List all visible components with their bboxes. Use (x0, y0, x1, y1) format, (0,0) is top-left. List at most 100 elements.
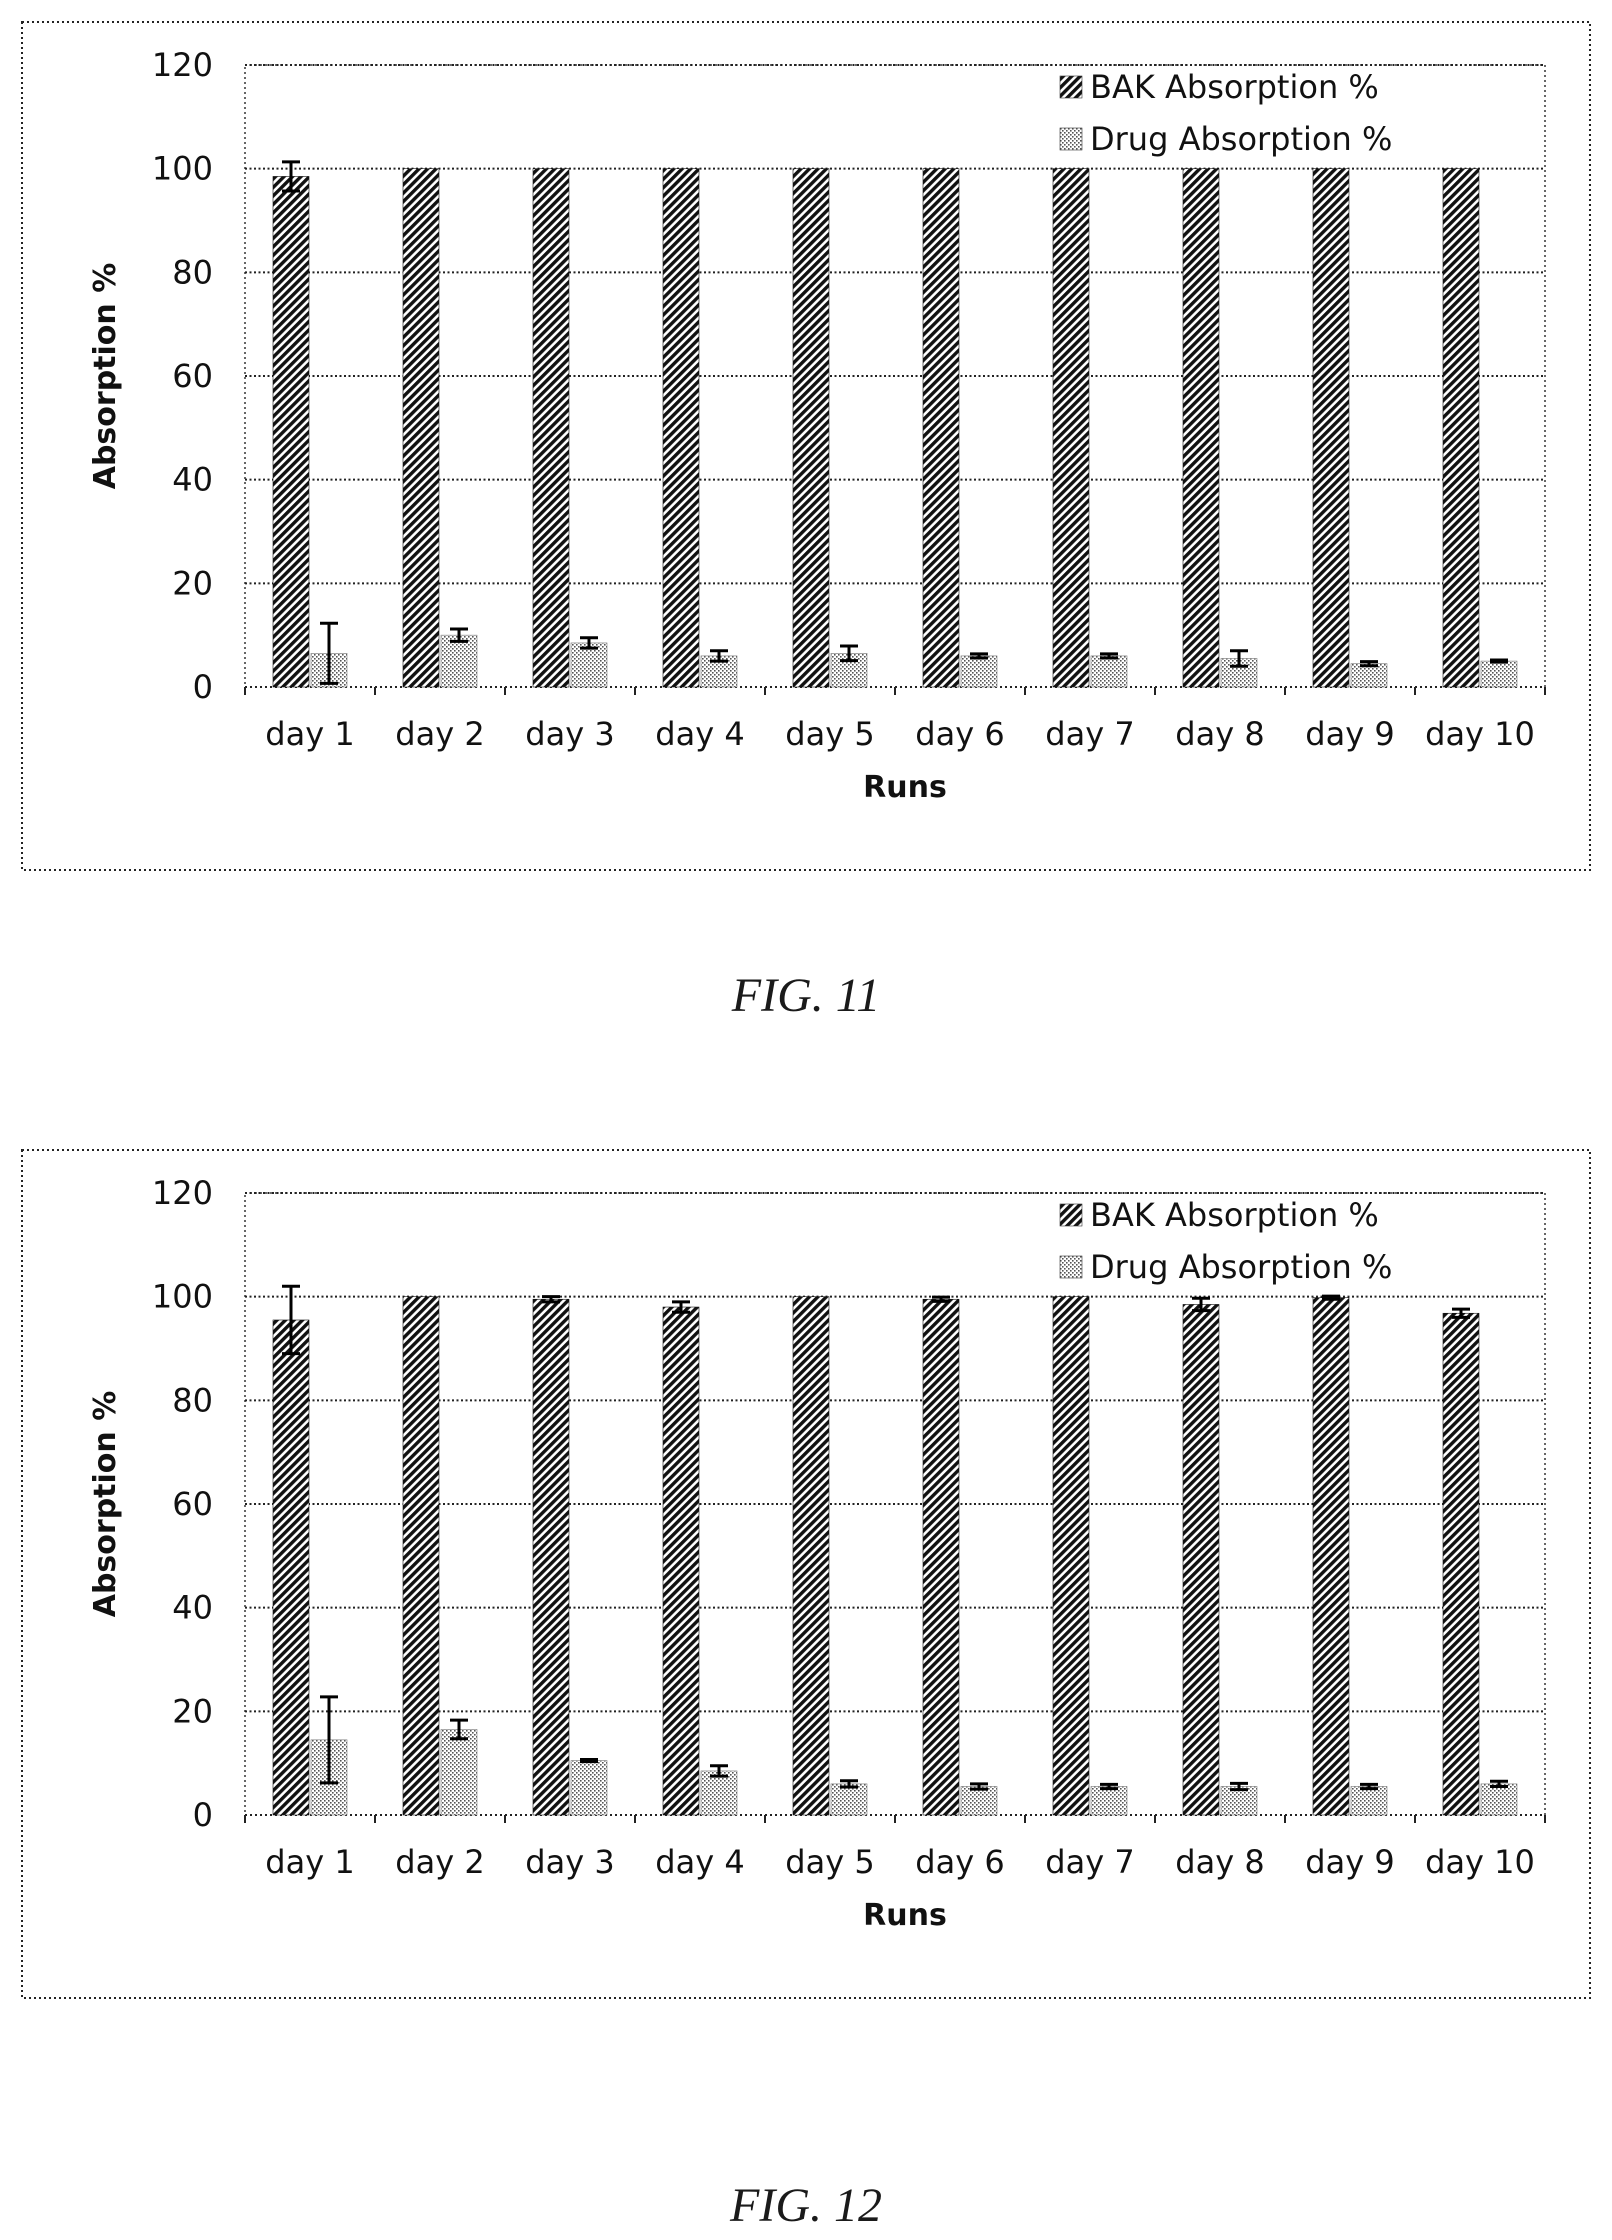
y-tick-label: 40 (172, 1589, 213, 1627)
bak-bar (922, 1298, 960, 1816)
error-bar (450, 1718, 468, 1741)
drug-bar (700, 1770, 738, 1816)
bak-bar (272, 1319, 310, 1816)
error-bar (580, 1758, 598, 1764)
drug-bar (1480, 1783, 1518, 1816)
drug-bar (960, 655, 998, 688)
bak-bar (662, 1306, 700, 1816)
error-bar (1230, 649, 1248, 668)
figure-caption-12: FIG. 12 (730, 2179, 882, 2232)
bak-bar (1182, 168, 1220, 688)
x-tick-label: day 8 (1175, 1843, 1264, 1881)
legend-label: Drug Absorption % (1090, 1248, 1392, 1286)
x-tick-label: day 6 (915, 715, 1004, 753)
x-axis-title: Runs (863, 1898, 947, 1933)
x-tick-label: day 7 (1045, 1843, 1134, 1881)
x-tick-label: day 4 (655, 715, 744, 753)
y-tick-label: 0 (193, 668, 213, 706)
legend-item: Drug Absorption % (1059, 120, 1392, 158)
y-tick-label: 80 (172, 1381, 213, 1419)
drug-bar (1090, 655, 1128, 688)
y-tick-label: 100 (152, 150, 213, 188)
x-axis-title: Runs (863, 770, 947, 805)
drug-bar (960, 1786, 998, 1816)
error-bar (580, 636, 598, 650)
x-tick-label: day 5 (785, 715, 874, 753)
error-bar (320, 1695, 338, 1785)
x-tick-label: day 4 (655, 1843, 744, 1881)
x-tick-label: day 2 (395, 715, 484, 753)
error-bar (710, 1764, 728, 1778)
legend-item: Drug Absorption % (1059, 1248, 1392, 1286)
x-tick-label: day 7 (1045, 715, 1134, 753)
error-bar (542, 1295, 560, 1304)
drug-bar (1350, 1786, 1388, 1816)
legend-label: BAK Absorption % (1090, 1196, 1379, 1234)
legend-item: BAK Absorption % (1059, 1196, 1379, 1234)
error-bar (672, 1300, 690, 1314)
y-tick-label: 0 (193, 1796, 213, 1834)
x-tick-label: day 9 (1305, 1843, 1394, 1881)
y-tick-label: 120 (152, 1174, 213, 1212)
legend-label: Drug Absorption % (1090, 120, 1392, 158)
x-tick-label: day 8 (1175, 715, 1264, 753)
error-bar (1192, 1296, 1210, 1313)
bak-bar (1442, 168, 1480, 688)
error-bar (840, 1779, 858, 1789)
bak-bar (1052, 168, 1090, 688)
legend-swatch (1059, 127, 1083, 151)
drug-bar (440, 634, 478, 688)
error-bar (282, 1284, 300, 1356)
y-tick-label: 80 (172, 253, 213, 291)
drug-bar (1480, 660, 1518, 688)
chart-border (21, 21, 1591, 871)
x-tick-label: day 3 (525, 715, 614, 753)
chart-fig-11: 0 20 40 60 80 100 120 day 1 day 2 day 3 day 4 day 5… (21, 21, 1591, 871)
drug-bar (1090, 1786, 1128, 1816)
error-bar (970, 652, 988, 660)
error-bar (1452, 1307, 1470, 1319)
error-bar (282, 160, 300, 193)
bak-bar (272, 176, 310, 688)
legend-swatch (1059, 1203, 1083, 1227)
error-bar (1230, 1781, 1248, 1792)
bak-bar (1182, 1304, 1220, 1816)
error-bar (1360, 660, 1378, 668)
error-bar (1490, 1779, 1508, 1788)
y-axis-title: Absorption % (88, 263, 123, 490)
error-bar (710, 649, 728, 663)
x-tick-label: day 10 (1425, 715, 1535, 753)
error-bar (320, 621, 338, 685)
figure-caption-11: FIG. 11 (731, 969, 881, 1022)
error-bar (1100, 1782, 1118, 1791)
x-tick-label: day 1 (265, 1843, 354, 1881)
drug-bar (1220, 1786, 1258, 1816)
bak-bar (662, 168, 700, 688)
bak-bar (1052, 1296, 1090, 1816)
figure-12: 0 20 40 60 80 100 120 day 1 day 2 day 3 day 4 day 5… (0, 1128, 1612, 2013)
x-tick-label: day 6 (915, 1843, 1004, 1881)
y-tick-label: 120 (152, 46, 213, 84)
figure-11: 0 20 40 60 80 100 120 day 1 day 2 day 3 day 4 day 5… (0, 0, 1612, 885)
bak-bar (402, 1296, 440, 1816)
legend-item: BAK Absorption % (1059, 68, 1379, 106)
y-tick-label: 40 (172, 461, 213, 499)
error-bar (1490, 658, 1508, 664)
drug-bar (570, 642, 608, 688)
error-bar (1100, 652, 1118, 660)
y-tick-label: 100 (152, 1278, 213, 1316)
error-bar (932, 1295, 950, 1303)
error-bar (970, 1782, 988, 1791)
error-bar (1360, 1782, 1378, 1791)
chart-fig-12: 0 20 40 60 80 100 120 day 1 day 2 day 3 day 4 day 5… (21, 1149, 1591, 1999)
error-bar (840, 644, 858, 663)
x-tick-label: day 1 (265, 715, 354, 753)
y-tick-label: 20 (172, 564, 213, 602)
legend-swatch (1059, 1255, 1083, 1279)
x-tick-label: day 10 (1425, 1843, 1535, 1881)
legend-swatch (1059, 75, 1083, 99)
bak-bar (1312, 168, 1350, 688)
drug-bar (440, 1729, 478, 1816)
x-tick-label: day 9 (1305, 715, 1394, 753)
x-tick-label: day 3 (525, 1843, 614, 1881)
